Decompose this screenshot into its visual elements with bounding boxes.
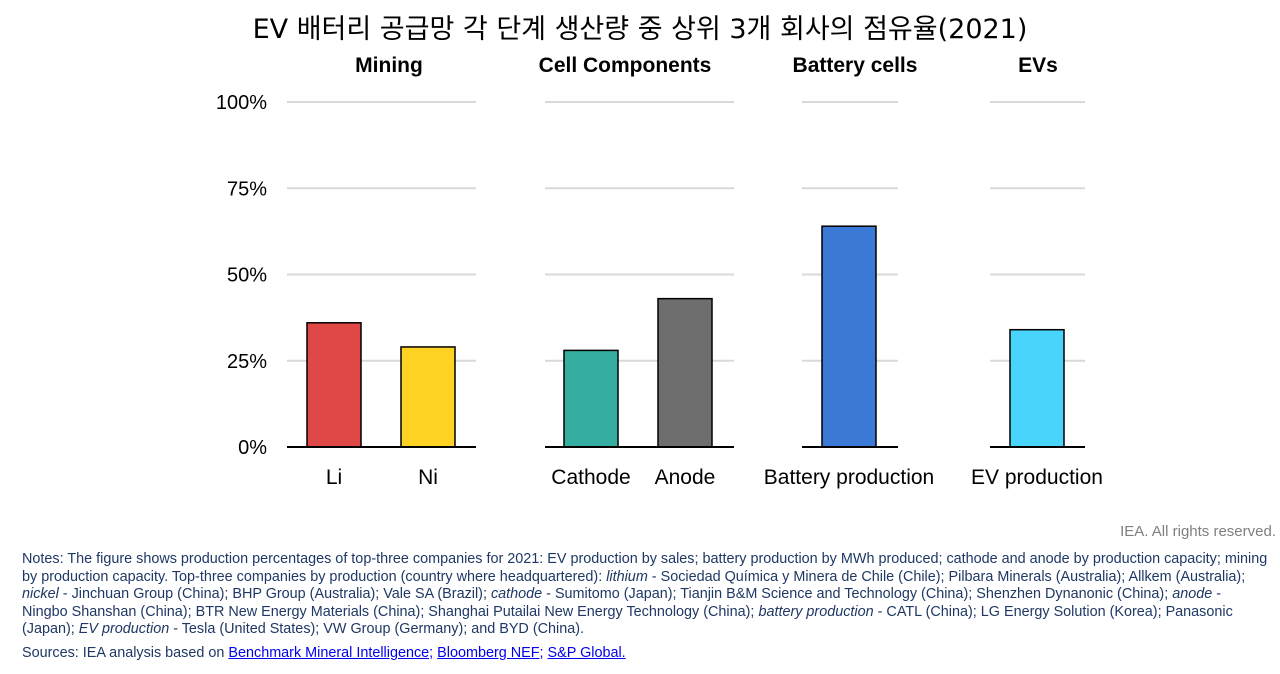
chart-title: EV 배터리 공급망 각 단계 생산량 중 상위 3개 회사의 점유율(2021…: [253, 14, 1028, 45]
notes-lithium-label: lithium: [606, 568, 648, 585]
panel-title: EVs: [1018, 54, 1058, 77]
bar-battery-production: [821, 225, 877, 448]
y-tick-label: 50%: [227, 265, 267, 287]
y-tick-label: 0%: [238, 437, 267, 459]
x-tick-label: Ni: [418, 466, 438, 489]
notes-battery-label: battery production: [758, 603, 874, 620]
x-tick-label: Li: [326, 466, 342, 489]
panel-evs: EVs EV production: [971, 54, 1103, 489]
notes-nickel-text: - Jinchuan Group (China); BHP Group (Aus…: [58, 586, 491, 602]
notes-cathode-label: cathode: [490, 586, 543, 602]
y-tick-label: 100%: [216, 92, 267, 114]
source-link-bnef[interactable]: Bloomberg NEF;: [437, 645, 544, 661]
x-tick-label: Cathode: [551, 466, 630, 489]
bar-ev-production: [1009, 328, 1065, 448]
bar-cathode: [563, 349, 619, 448]
bar-ni: [400, 346, 456, 448]
notes-cathode-text: - Sumitomo (Japan); Tianjin B&M Science …: [542, 586, 1173, 602]
sources-prefix: Sources: IEA analysis based on: [22, 645, 229, 661]
rights-text: IEA. All rights reserved.: [1120, 523, 1276, 540]
panel-mining: Mining Li Ni: [287, 54, 476, 489]
notes-anode-label: anode: [1172, 586, 1213, 602]
panel-title: Mining: [355, 54, 423, 77]
y-tick-label: 75%: [227, 178, 267, 200]
notes-ev-text: - Tesla (United States); VW Group (Germa…: [169, 621, 585, 637]
panel-cell-components: Cell Components Cathode Anode: [539, 54, 734, 489]
y-axis: 0% 25% 50% 75% 100%: [216, 92, 267, 459]
x-tick-label: EV production: [971, 466, 1103, 489]
chart: EV 배터리 공급망 각 단계 생산량 중 상위 3개 회사의 점유율(2021…: [216, 14, 1103, 489]
bar-li: [306, 322, 362, 448]
source-link-bmi[interactable]: Benchmark Mineral Intelligence;: [228, 645, 434, 661]
notes-ev-label: EV production: [78, 621, 170, 637]
source-link-sp[interactable]: S&P Global.: [547, 645, 626, 661]
panel-title: Battery cells: [793, 54, 918, 77]
y-tick-label: 25%: [227, 351, 267, 373]
notes-nickel-label: nickel: [22, 586, 59, 602]
notes-anode-text: - Ningbo Shanshan (China); BTR New Energ…: [22, 586, 1222, 620]
notes-intro: Notes: The figure shows production perce…: [22, 551, 1268, 585]
bar-anode: [657, 297, 713, 448]
x-tick-label: Anode: [655, 466, 716, 489]
chart-notes: Notes: The figure shows production perce…: [22, 551, 1270, 639]
notes-lithium-text: - Sociedad Química y Minera de Chile (Ch…: [647, 568, 1246, 585]
x-tick-label: Battery production: [764, 466, 934, 489]
panel-battery-cells: Battery cells Battery production: [764, 54, 934, 489]
notes-battery-text: - CATL (China); LG Energy Solution (Kore…: [22, 603, 1233, 638]
chart-panels: Mining Li Ni Cell Components Cathode Anode Bat…: [287, 54, 1103, 489]
panel-title: Cell Components: [539, 54, 712, 77]
chart-sources: Sources: IEA analysis based on Benchmark…: [22, 645, 626, 661]
